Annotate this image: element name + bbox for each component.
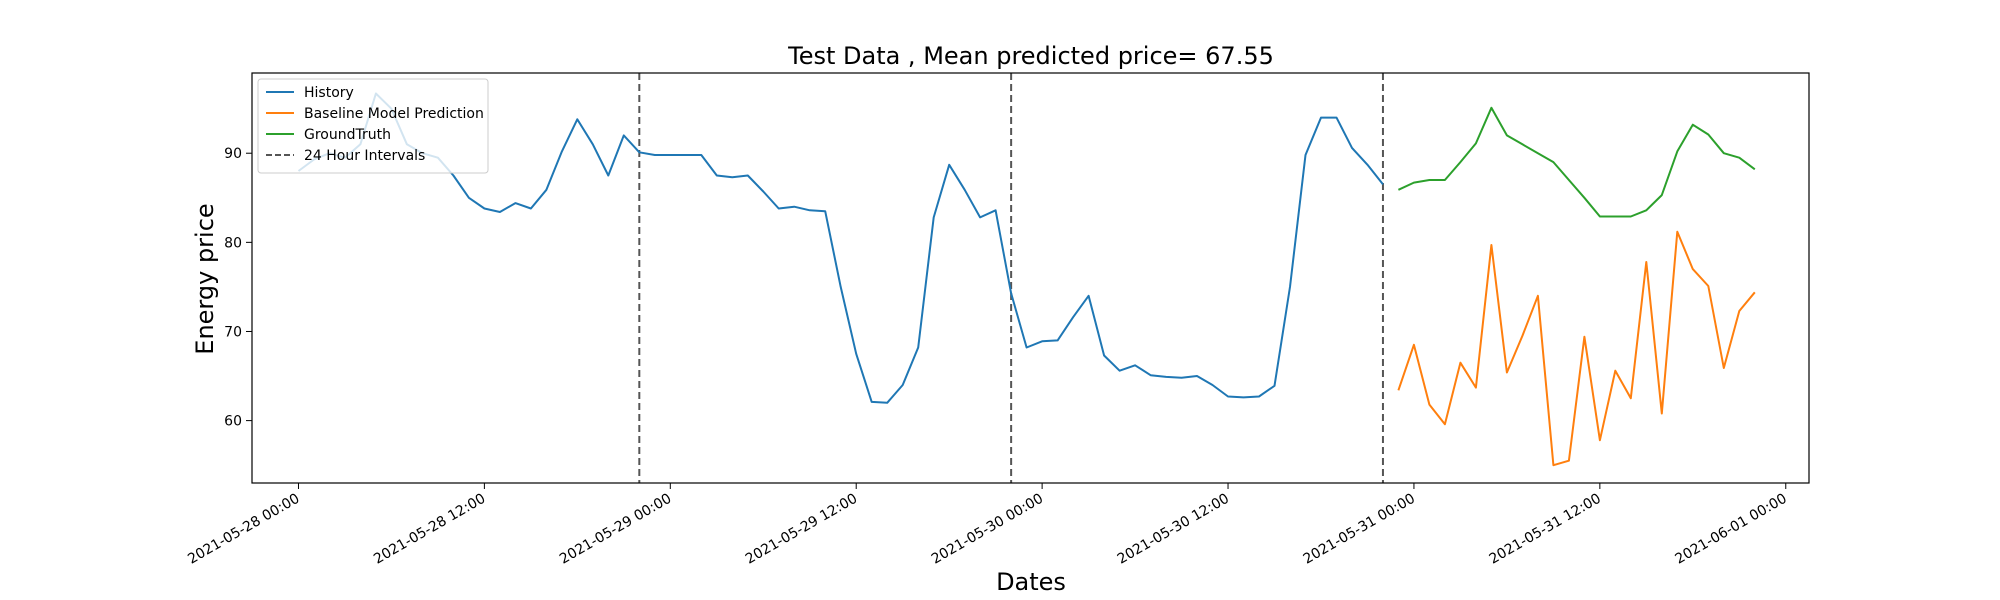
x-tick-label: 2021-05-31 00:00 — [1301, 491, 1418, 568]
x-tick-label: 2021-05-29 00:00 — [557, 491, 674, 568]
x-tick-label: 2021-05-28 00:00 — [185, 491, 302, 568]
plot-frame — [251, 72, 1810, 484]
series-line-baseline-model-prediction — [1397, 230, 1756, 467]
x-axis-title: Dates — [996, 568, 1066, 596]
legend: History Baseline Model Prediction GroundTr… — [257, 78, 489, 174]
y-tick-label: 90 — [224, 146, 242, 162]
legend-label: GroundTruth — [304, 127, 391, 143]
series-line-groundtruth — [1397, 106, 1756, 218]
x-tick-label: 2021-05-29 12:00 — [743, 491, 860, 568]
series-line-history — [297, 92, 1384, 404]
y-axis-title: Energy price — [191, 203, 219, 354]
x-axis: 2021-05-28 00:00 2021-05-28 12:00 2021-05-… — [185, 483, 1790, 568]
legend-box — [257, 78, 489, 174]
x-tick-label: 2021-05-30 00:00 — [929, 491, 1046, 568]
legend-label: 24 Hour Intervals — [304, 148, 425, 164]
y-axis: 60 70 80 90 — [224, 146, 252, 430]
interval-lines — [638, 73, 1384, 483]
y-tick-label: 60 — [224, 414, 242, 430]
legend-label: History — [304, 85, 354, 101]
series-layer — [297, 92, 1756, 467]
x-tick-label: 2021-05-28 12:00 — [371, 491, 488, 568]
y-tick-label: 80 — [224, 235, 242, 251]
chart-title: Test Data , Mean predicted price= 67.55 — [787, 42, 1274, 70]
x-tick-label: 2021-05-31 12:00 — [1487, 491, 1604, 568]
legend-label: Baseline Model Prediction — [304, 106, 484, 122]
x-tick-label: 2021-06-01 00:00 — [1672, 491, 1789, 568]
y-tick-label: 70 — [224, 324, 242, 340]
x-tick-label: 2021-05-30 12:00 — [1115, 491, 1232, 568]
